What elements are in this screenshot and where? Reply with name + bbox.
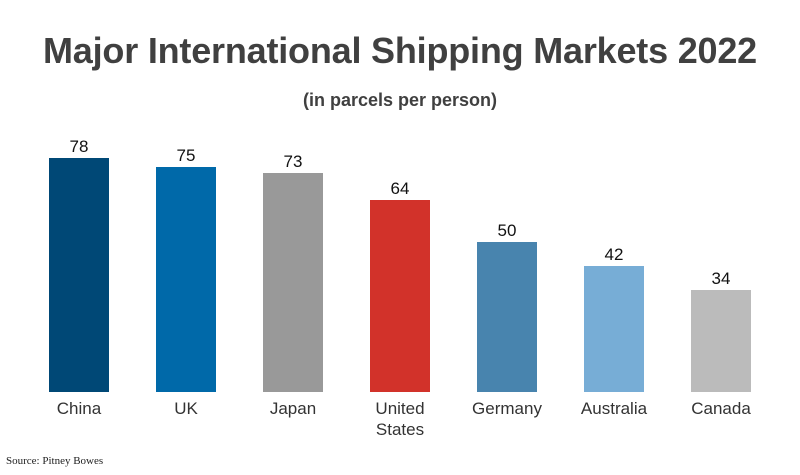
bar-canada (691, 290, 751, 392)
category-label-canada: Canada (691, 399, 751, 418)
bar-uk (156, 167, 216, 392)
bar-japan (263, 173, 323, 392)
bar-australia (584, 266, 644, 392)
value-label-australia: 42 (605, 245, 624, 264)
bar-united-states (370, 200, 430, 392)
value-label-canada: 34 (712, 269, 731, 288)
value-label-germany: 50 (498, 221, 517, 240)
category-labels-layer: China UK Japan United States Germany Australia… (57, 399, 752, 439)
source-note: Source: Pitney Bowes (6, 455, 104, 467)
category-label-uk: UK (174, 399, 198, 418)
category-label-china: China (57, 399, 102, 418)
value-label-uk: 75 (177, 146, 196, 165)
bars-layer (49, 158, 751, 392)
bar-germany (477, 242, 537, 392)
category-label-japan: Japan (270, 399, 316, 418)
category-label-germany: Germany (472, 399, 542, 418)
value-labels-layer: 78 75 73 64 50 42 34 (70, 137, 731, 288)
bar-china (49, 158, 109, 392)
chart-subtitle: (in parcels per person) (302, 90, 498, 110)
value-label-united-states: 64 (391, 179, 410, 198)
category-label-australia: Australia (581, 399, 648, 418)
category-label-united-states: United States (375, 399, 424, 439)
value-label-china: 78 (70, 137, 89, 156)
chart-title: Major International Shipping Markets 202… (43, 30, 757, 71)
value-label-japan: 73 (284, 152, 303, 171)
